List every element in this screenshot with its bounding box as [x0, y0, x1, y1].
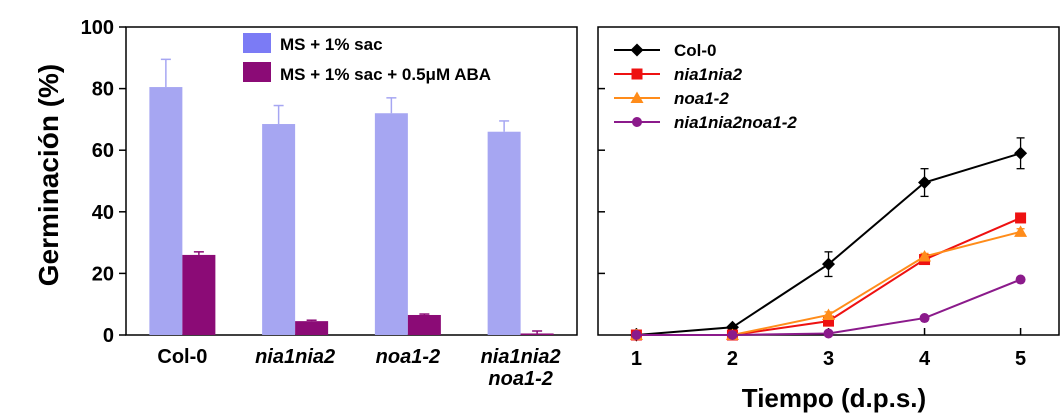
series-point-3-4: [1015, 274, 1026, 285]
legend-marker-0: [630, 43, 644, 57]
bar-chart-frame: [125, 26, 578, 336]
line-chart-series: [629, 137, 1028, 342]
bar-s0-c0: [149, 87, 183, 335]
bar-chart-category-labels: Col-0 nia1nia2 noa1-2 nia1nia2noa1-2: [157, 346, 560, 390]
series-line-0: [636, 152, 1021, 336]
legend-label-3: nia1nia2noa1-2: [674, 113, 797, 132]
bar-chart-y-axis: 0 20 40 60 80 100: [81, 17, 126, 347]
series-point-3-3: [919, 313, 930, 324]
x-tick-label-1: 2: [727, 348, 738, 370]
bar-s0-c2: [374, 113, 408, 336]
series-point-0-3: [918, 176, 932, 190]
line-chart-frame: [597, 26, 1060, 336]
legend-marker-3: [632, 117, 642, 127]
x-tick-label-0: 1: [631, 348, 642, 370]
x-axis-label: Tiempo (d.p.s.): [742, 383, 926, 413]
legend-label-0: Col-0: [674, 41, 717, 60]
series-point-0-4: [1014, 146, 1028, 160]
y-tick-label-1: 20: [92, 263, 114, 285]
bar-s1-c3: [520, 333, 554, 335]
bar-s1-c0: [182, 254, 216, 335]
legend-label-2: noa1-2: [674, 89, 729, 108]
y-axis-label: Germinación (%): [33, 64, 64, 286]
category-label-3-line2: noa1-2: [488, 368, 552, 390]
series-point-1-4: [1015, 212, 1027, 224]
bar-chart-bars: [149, 58, 554, 336]
x-tick-label-4: 5: [1015, 348, 1026, 370]
y-tick-label-4: 80: [92, 79, 114, 101]
y-tick-label-0: 0: [103, 325, 114, 347]
category-label-1: nia1nia2: [255, 346, 335, 368]
legend-swatch-ms-sac: [243, 33, 271, 53]
series-point-3-2: [823, 328, 834, 339]
line-chart-y-ticks: [598, 87, 605, 275]
legend-swatch-ms-sac-aba: [243, 62, 271, 82]
category-label-0: Col-0: [157, 346, 207, 368]
bar-chart-legend: MS + 1% sac MS + 1% sac + 0.5μM ABA: [243, 33, 491, 84]
series-point-1-2: [823, 315, 834, 327]
x-tick-label-2: 3: [823, 348, 834, 370]
series-point-2-3: [918, 249, 932, 262]
y-tick-label-3: 60: [92, 140, 114, 162]
y-tick-label-5: 100: [81, 17, 114, 39]
legend-label-ms-sac-aba: MS + 1% sac + 0.5μM ABA: [280, 65, 491, 84]
legend-label-1: nia1nia2: [674, 65, 743, 84]
bar-s0-c3: [487, 131, 521, 335]
series-line-3: [636, 278, 1021, 336]
series-point-3-0: [631, 330, 642, 340]
legend-marker-2: [630, 91, 644, 103]
bar-s1-c1: [295, 321, 329, 335]
legend-label-ms-sac: MS + 1% sac: [280, 35, 383, 54]
legend-marker-1: [631, 68, 643, 80]
series-point-2-2: [822, 308, 835, 320]
series-3: [631, 274, 1026, 340]
series-point-2-4: [1014, 225, 1028, 237]
bar-s0-c1: [262, 124, 296, 336]
series-point-3-1: [727, 330, 738, 340]
bar-s1-c2: [407, 314, 441, 335]
series-point-0-2: [822, 257, 835, 271]
category-label-3: nia1nia2: [481, 346, 561, 368]
category-label-2: noa1-2: [376, 346, 440, 368]
y-tick-label-2: 40: [92, 202, 114, 224]
x-tick-label-3: 4: [919, 348, 931, 370]
